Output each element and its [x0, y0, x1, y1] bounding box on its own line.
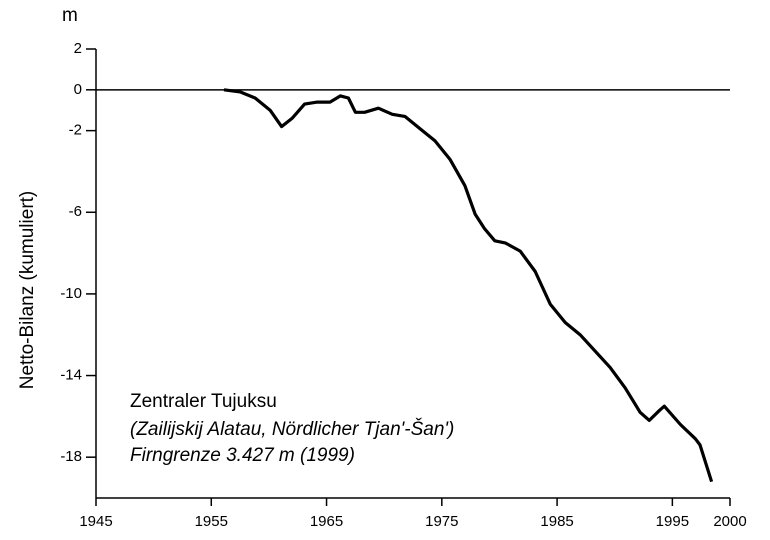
y-tick-label: -18 — [60, 448, 82, 465]
annotation: Firngrenze 3.427 m (1999) — [130, 445, 355, 466]
y-tick-label: -14 — [60, 367, 82, 384]
y-tick-label: -2 — [69, 122, 82, 139]
y-axis-label: Netto-Bilanz (kumuliert) — [17, 191, 38, 390]
x-tick-label: 1975 — [425, 513, 458, 530]
y-tick-label: 0 — [74, 81, 82, 98]
x-tick-label: 1955 — [195, 513, 228, 530]
annotation: (Zailijskij Alatau, Nördlicher Tjan'-Šan… — [130, 418, 454, 440]
y-tick-label: -6 — [69, 203, 82, 220]
x-tick-label: 1985 — [540, 513, 573, 530]
data-line — [223, 88, 714, 483]
x-tick-label: 1945 — [79, 513, 112, 530]
annotation: Zentraler Tujuksu — [130, 391, 277, 412]
x-tick-label: 2000 — [713, 513, 746, 530]
y-tick-label: 2 — [74, 40, 82, 57]
x-tick-label: 1995 — [656, 513, 689, 530]
x-tick-label: 1965 — [310, 513, 343, 530]
y-tick-label: -10 — [60, 285, 82, 302]
y-unit: m — [62, 5, 78, 26]
